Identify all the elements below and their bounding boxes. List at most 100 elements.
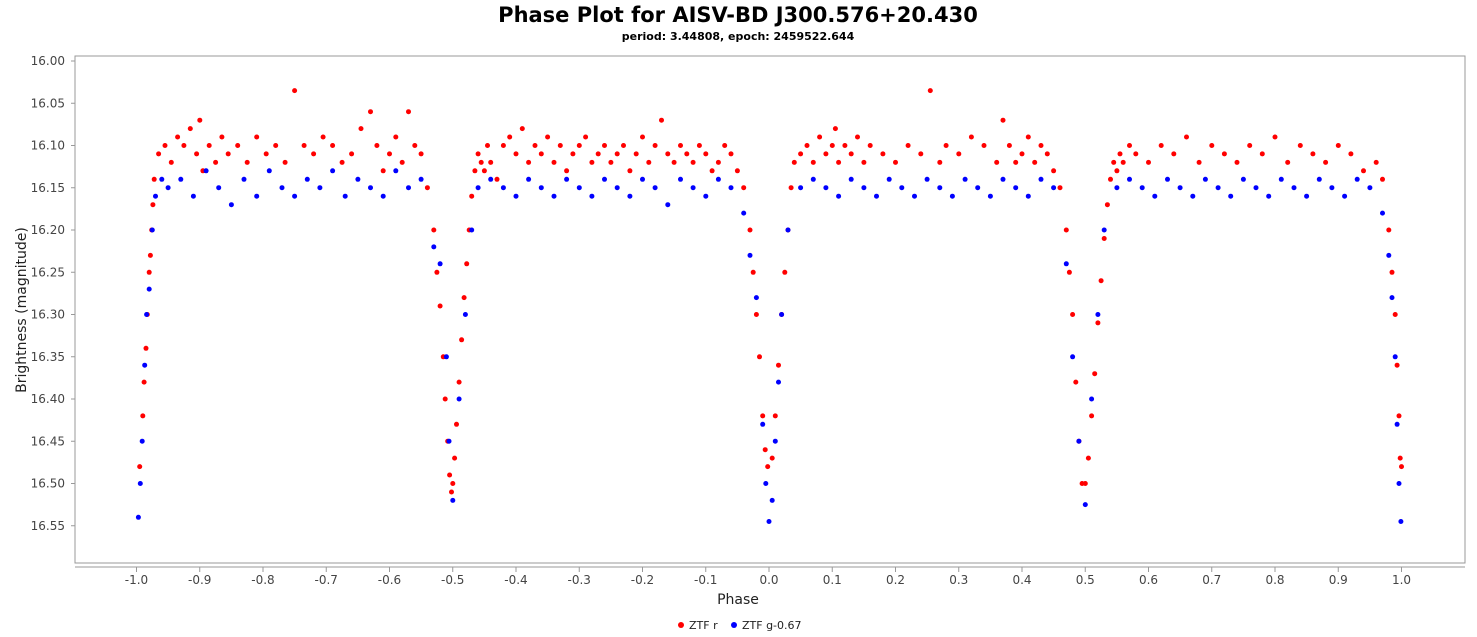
x-tick-label: -0.8	[251, 573, 274, 587]
ztf-r-point	[168, 159, 174, 165]
ztf-g-point	[1089, 396, 1095, 402]
ztf-r-point	[753, 312, 759, 317]
ztf-g-point	[1202, 176, 1208, 182]
x-tick-label: -0.7	[315, 573, 338, 587]
ztf-r-point	[141, 379, 147, 385]
ztf-r-point	[757, 354, 762, 360]
x-tick-label: -0.9	[188, 573, 211, 587]
ztf-g-point	[640, 176, 645, 182]
ztf-r-point	[715, 159, 721, 165]
ztf-r-point	[1098, 278, 1104, 284]
ztf-r-point	[937, 159, 943, 165]
ztf-g-point	[228, 202, 234, 208]
ztf-r-point	[1092, 371, 1098, 377]
ztf-r-point	[1394, 362, 1400, 368]
ztf-r-point	[1158, 143, 1164, 148]
ztf-r-point	[765, 464, 771, 470]
ztf-r-point	[213, 159, 219, 165]
ztf-r-point	[424, 185, 430, 191]
ztf-r-point	[557, 143, 563, 148]
ztf-r-point	[187, 126, 193, 132]
ztf-g-point	[437, 261, 443, 267]
chart-title: Phase Plot for AISV-BD J300.576+20.430	[498, 3, 978, 27]
ztf-g-point	[355, 176, 361, 182]
ztf-r-point	[330, 143, 336, 148]
ztf-g-point	[418, 176, 424, 182]
ztf-r-point	[848, 151, 854, 157]
ztf-r-point	[358, 126, 364, 132]
ztf-r-point	[368, 109, 373, 115]
ztf-g-point	[292, 193, 298, 199]
ztf-g-point	[450, 497, 456, 503]
ztf-g-point	[190, 193, 196, 199]
ztf-g-point	[772, 438, 778, 444]
ztf-r-point	[1373, 159, 1379, 165]
ztf-g-point	[1278, 176, 1284, 182]
ztf-g-point	[368, 185, 373, 191]
ztf-r-point	[762, 447, 768, 453]
ztf-r-point	[722, 143, 728, 148]
y-tick-label: 16.00	[31, 54, 65, 68]
ztf-g-point	[1038, 176, 1044, 182]
ztf-g-point	[1266, 193, 1272, 199]
ztf-r-point	[469, 193, 475, 199]
ztf-g-point	[1152, 193, 1158, 199]
ztf-g-point	[462, 312, 468, 317]
ztf-r-point	[659, 117, 664, 123]
ztf-g-point	[912, 193, 917, 199]
ztf-r-point	[760, 413, 766, 419]
ztf-r-point	[1032, 159, 1038, 165]
ztf-r-point	[1348, 151, 1354, 157]
ztf-r-point	[442, 396, 448, 402]
ztf-r-point	[1025, 134, 1031, 140]
ztf-r-point	[156, 151, 162, 157]
ztf-r-point	[1000, 117, 1006, 123]
ztf-g-point	[937, 185, 943, 191]
ztf-r-point	[1397, 455, 1403, 461]
ztf-r-point	[696, 143, 702, 148]
ztf-r-point	[454, 421, 459, 427]
ztf-g-point	[1396, 481, 1402, 486]
ztf-g-point	[135, 514, 141, 520]
ztf-r-point	[1184, 134, 1189, 140]
ztf-r-point	[1389, 269, 1395, 275]
ztf-r-point	[1089, 413, 1095, 419]
y-tick-label: 16.20	[31, 223, 65, 237]
ztf-g-point	[652, 185, 658, 191]
ztf-g-point	[602, 176, 607, 182]
ztf-r-point	[595, 151, 601, 157]
ztf-g-point	[564, 176, 570, 182]
ztf-r-point	[1057, 185, 1063, 191]
y-tick-label: 16.45	[31, 434, 65, 448]
ztf-r-point	[829, 143, 835, 148]
ztf-g-point	[779, 312, 785, 317]
ztf-r-point	[1361, 168, 1366, 174]
ztf-r-point	[380, 168, 386, 174]
ztf-r-point	[162, 143, 168, 148]
ztf-r-point	[614, 151, 620, 157]
ztf-r-point	[412, 143, 418, 148]
ztf-r-point	[905, 143, 911, 148]
ztf-g-point	[342, 193, 348, 199]
x-tick-label: 0.8	[1265, 573, 1284, 587]
ztf-r-point	[1066, 269, 1072, 275]
ztf-r-point	[564, 168, 570, 174]
ztf-g-point	[526, 176, 532, 182]
ztf-g-point	[513, 193, 519, 199]
x-tick-label: 0.4	[1012, 573, 1031, 587]
ztf-g-point	[165, 185, 171, 191]
ztf-g-point	[1316, 176, 1322, 182]
ztf-r-point	[1386, 227, 1392, 233]
ztf-g-point	[703, 193, 709, 199]
ztf-r-point	[488, 159, 494, 165]
ztf-g-point	[1051, 185, 1057, 191]
ztf-g-point	[488, 176, 494, 182]
ztf-g-point	[614, 185, 620, 191]
ztf-r-point	[1380, 176, 1385, 182]
ztf-r-point	[583, 134, 589, 140]
ztf-r-point	[690, 159, 696, 165]
ztf-g-point	[1389, 295, 1395, 301]
ztf-r-point	[1013, 159, 1019, 165]
y-axis-label: Brightness (magnitude)	[14, 227, 30, 393]
ztf-r-point	[782, 269, 788, 275]
